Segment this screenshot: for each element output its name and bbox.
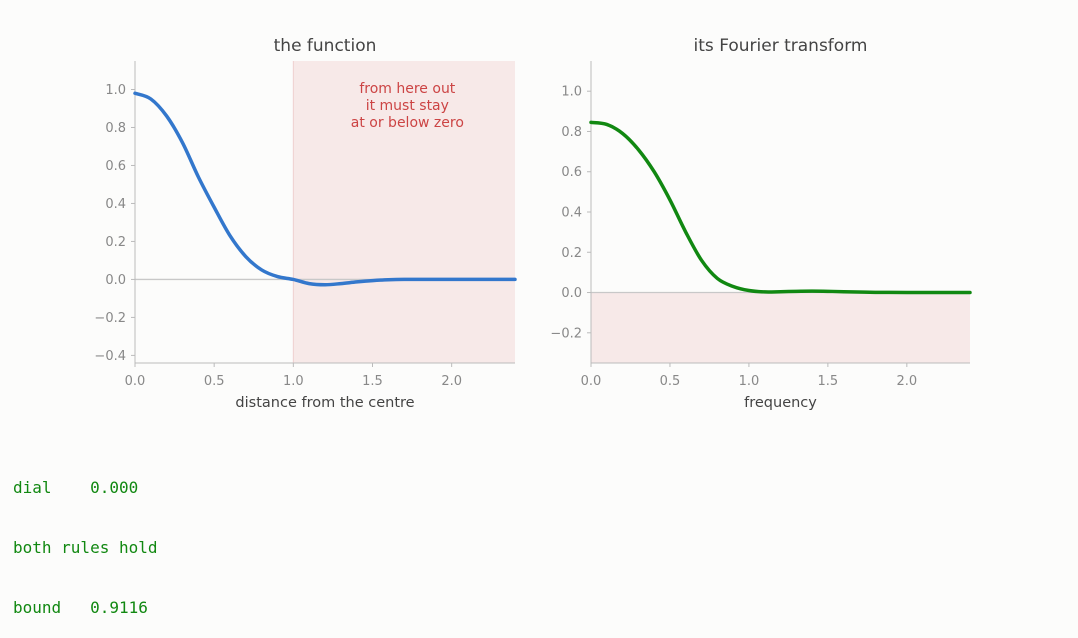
x-tick-label: 0.0 [581, 374, 602, 389]
y-tick-label: 0.8 [105, 121, 126, 136]
y-tick-label: 0.6 [105, 159, 126, 174]
status-readout: both rules hold [13, 538, 158, 557]
x-tick-label: 0.5 [660, 374, 681, 389]
series-line [133, 91, 517, 287]
dial-readout: dial 0.000 [13, 478, 139, 497]
figure: 0.0 0.5 1.0 1.5 2.0 −0.4 −0.2 0.0 0.2 0.4 0.6 0.8 1.… [94, 36, 972, 411]
y-tick-label: 1.0 [105, 83, 126, 98]
y-tick-label: 0.2 [105, 235, 126, 250]
y-tick-label: −0.4 [94, 349, 126, 364]
series-line [589, 120, 972, 295]
forbidden-region [591, 292, 970, 363]
x-tick-label: 2.0 [896, 374, 917, 389]
y-tick-label: −0.2 [550, 326, 582, 341]
panel-title: the function [274, 36, 377, 56]
y-tick-label: 0.4 [561, 206, 582, 221]
x-tick-label: 0.5 [204, 374, 225, 389]
function-panel: 0.0 0.5 1.0 1.5 2.0 −0.4 −0.2 0.0 0.2 0.4 0.6 0.8 1.… [94, 36, 517, 411]
y-tick-label: −0.2 [94, 311, 126, 326]
x-tick-label: 0.0 [125, 374, 146, 389]
y-tick-label: 0.8 [561, 125, 582, 140]
bound-readout: bound 0.9116 [13, 598, 148, 617]
readout: dial 0.000 both rules hold bound 0.9116 [13, 438, 158, 638]
x-tick-label: 1.5 [362, 374, 383, 389]
annotation-line: at or below zero [351, 115, 464, 131]
fourier-transform-panel: 0.0 0.5 1.0 1.5 2.0 −0.2 0.0 0.2 0.4 0.6 0.8 1.0 its… [550, 36, 972, 411]
x-tick-label: 1.0 [739, 374, 760, 389]
x-tick-label: 2.0 [441, 374, 462, 389]
y-tick-label: 0.2 [561, 246, 582, 261]
y-tick-label: 0.4 [105, 197, 126, 212]
x-tick-label: 1.0 [283, 374, 304, 389]
y-tick-label: 0.0 [105, 273, 126, 288]
panel-title: its Fourier transform [694, 36, 868, 56]
x-axis-label: distance from the centre [235, 395, 414, 411]
y-tick-label: 1.0 [561, 85, 582, 100]
x-tick-label: 1.5 [818, 374, 839, 389]
annotation-line: it must stay [366, 98, 449, 114]
y-tick-label: 0.0 [561, 286, 582, 301]
forbidden-region [293, 61, 515, 363]
annotation-line: from here out [359, 81, 455, 97]
y-tick-label: 0.6 [561, 165, 582, 180]
x-axis-label: frequency [744, 395, 817, 411]
